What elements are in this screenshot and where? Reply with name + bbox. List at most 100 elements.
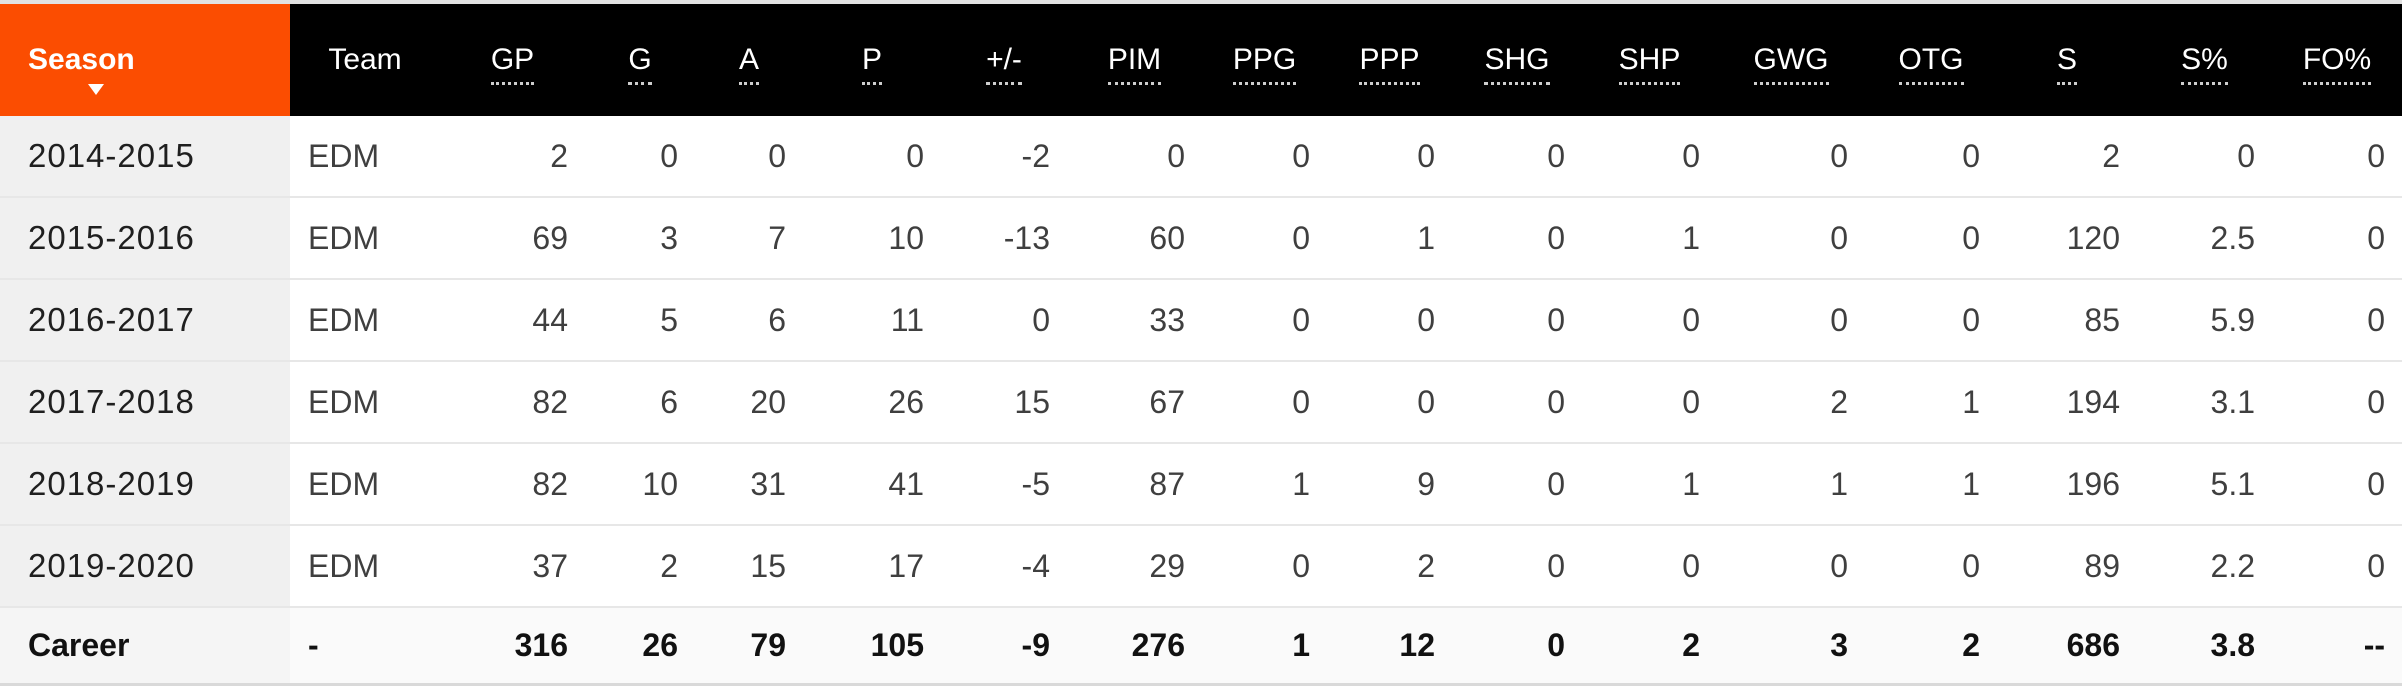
stat-cell: -5 (941, 442, 1067, 525)
stat-cell: 196 (1997, 442, 2137, 525)
stat-cell: 2 (1997, 116, 2137, 197)
stat-cell: 87 (1067, 442, 1202, 525)
stat-cell: 3.1 (2137, 360, 2272, 443)
stat-cell: 194 (1997, 360, 2137, 443)
season-cell: 2019-2020 (0, 524, 290, 607)
season-cell: 2017-2018 (0, 360, 290, 443)
stat-cell: -- (2272, 606, 2402, 686)
column-header-shp[interactable]: SHP (1582, 4, 1717, 116)
column-header-pim[interactable]: PIM (1067, 4, 1202, 116)
table-header: Season Team GP G A P +/- PIM PPG PPP SHG… (0, 4, 2402, 116)
stat-cell: 0 (2272, 116, 2402, 197)
team-cell: EDM (290, 116, 440, 197)
stat-cell: 10 (803, 196, 941, 279)
stat-cell: 5 (585, 278, 695, 361)
stat-cell: 41 (803, 442, 941, 525)
stat-cell: 3 (585, 196, 695, 279)
stat-cell: 1 (1865, 442, 1997, 525)
stat-cell: 82 (440, 360, 585, 443)
column-header-a-label: A (738, 43, 759, 85)
stat-cell: 3.8 (2137, 606, 2272, 686)
team-cell: EDM (290, 442, 440, 525)
column-header-ppp[interactable]: PPP (1327, 4, 1452, 116)
column-header-shp-label: SHP (1618, 43, 1681, 85)
stat-cell: 0 (1582, 278, 1717, 361)
stat-cell: 0 (1717, 524, 1865, 607)
column-header-s-pct-label: S% (2181, 43, 2228, 85)
stat-cell: 0 (1067, 116, 1202, 197)
stat-cell: 0 (1452, 116, 1582, 197)
season-row: 2015-2016 EDM 69 3 7 10 -13 60 0 1 0 1 0 0 120 2.5 0 (0, 196, 2402, 279)
column-header-fo-pct-label: FO% (2302, 43, 2372, 85)
season-cell: 2018-2019 (0, 442, 290, 525)
stat-cell: 15 (695, 524, 803, 607)
stat-cell: 0 (1717, 116, 1865, 197)
column-header-otg[interactable]: OTG (1865, 4, 1997, 116)
stat-cell: 2.5 (2137, 196, 2272, 279)
column-header-g-label: G (628, 43, 652, 85)
column-header-ppp-label: PPP (1359, 43, 1420, 85)
season-cell: Career (0, 606, 290, 686)
stat-cell: 0 (1865, 196, 1997, 279)
stat-cell: 0 (585, 116, 695, 197)
stat-cell: 1 (1582, 442, 1717, 525)
stat-cell: 0 (1327, 278, 1452, 361)
stat-cell: 0 (695, 116, 803, 197)
stat-cell: -9 (941, 606, 1067, 686)
stat-cell: 0 (941, 278, 1067, 361)
stat-cell: 0 (1717, 196, 1865, 279)
column-header-shg[interactable]: SHG (1452, 4, 1582, 116)
stat-cell: 316 (440, 606, 585, 686)
season-row: 2018-2019 EDM 82 10 31 41 -5 87 1 9 0 1 1 1 196 5.1 0 (0, 442, 2402, 525)
column-header-team[interactable]: Team (290, 4, 440, 116)
stat-cell: 0 (1452, 442, 1582, 525)
stat-cell: 33 (1067, 278, 1202, 361)
column-header-gp[interactable]: GP (440, 4, 585, 116)
stat-cell: 6 (695, 278, 803, 361)
stat-cell: 60 (1067, 196, 1202, 279)
stat-cell: 5.1 (2137, 442, 2272, 525)
team-cell: EDM (290, 360, 440, 443)
stat-cell: 0 (1865, 524, 1997, 607)
column-header-s-pct[interactable]: S% (2137, 4, 2272, 116)
column-header-gp-label: GP (490, 43, 535, 85)
column-header-p-label: P (861, 43, 882, 85)
stat-cell: 0 (1582, 360, 1717, 443)
stat-cell: 7 (695, 196, 803, 279)
stat-cell: 37 (440, 524, 585, 607)
stat-cell: 20 (695, 360, 803, 443)
column-header-ppg[interactable]: PPG (1202, 4, 1327, 116)
stat-cell: 0 (1202, 278, 1327, 361)
column-header-season[interactable]: Season (0, 4, 290, 116)
stat-cell: 276 (1067, 606, 1202, 686)
stat-cell: 26 (803, 360, 941, 443)
column-header-plus-minus[interactable]: +/- (941, 4, 1067, 116)
column-header-plus-minus-label: +/- (986, 43, 1022, 85)
stat-cell: 89 (1997, 524, 2137, 607)
stat-cell: 15 (941, 360, 1067, 443)
stat-cell: 0 (2272, 360, 2402, 443)
stat-cell: 2 (1717, 360, 1865, 443)
stat-cell: 0 (2272, 196, 2402, 279)
column-header-gwg[interactable]: GWG (1717, 4, 1865, 116)
team-cell: EDM (290, 524, 440, 607)
stat-cell: -2 (941, 116, 1067, 197)
column-header-s[interactable]: S (1997, 4, 2137, 116)
stat-cell: 1 (1717, 442, 1865, 525)
column-header-g[interactable]: G (585, 4, 695, 116)
column-header-p[interactable]: P (803, 4, 941, 116)
season-row: 2014-2015 EDM 2 0 0 0 -2 0 0 0 0 0 0 0 2 0 0 (0, 116, 2402, 197)
stat-cell: 12 (1327, 606, 1452, 686)
stat-cell: 0 (2272, 524, 2402, 607)
stat-cell: 0 (1452, 196, 1582, 279)
stat-cell: 1 (1202, 442, 1327, 525)
stat-cell: 105 (803, 606, 941, 686)
column-header-a[interactable]: A (695, 4, 803, 116)
team-cell: EDM (290, 278, 440, 361)
stat-cell: 1 (1865, 360, 1997, 443)
stat-cell: 79 (695, 606, 803, 686)
column-header-fo-pct[interactable]: FO% (2272, 4, 2402, 116)
career-row: Career -316 26 79 105 -9 276 1 12 0 2 3 2 686 3.8 -- (0, 606, 2402, 686)
stat-cell: 3 (1717, 606, 1865, 686)
